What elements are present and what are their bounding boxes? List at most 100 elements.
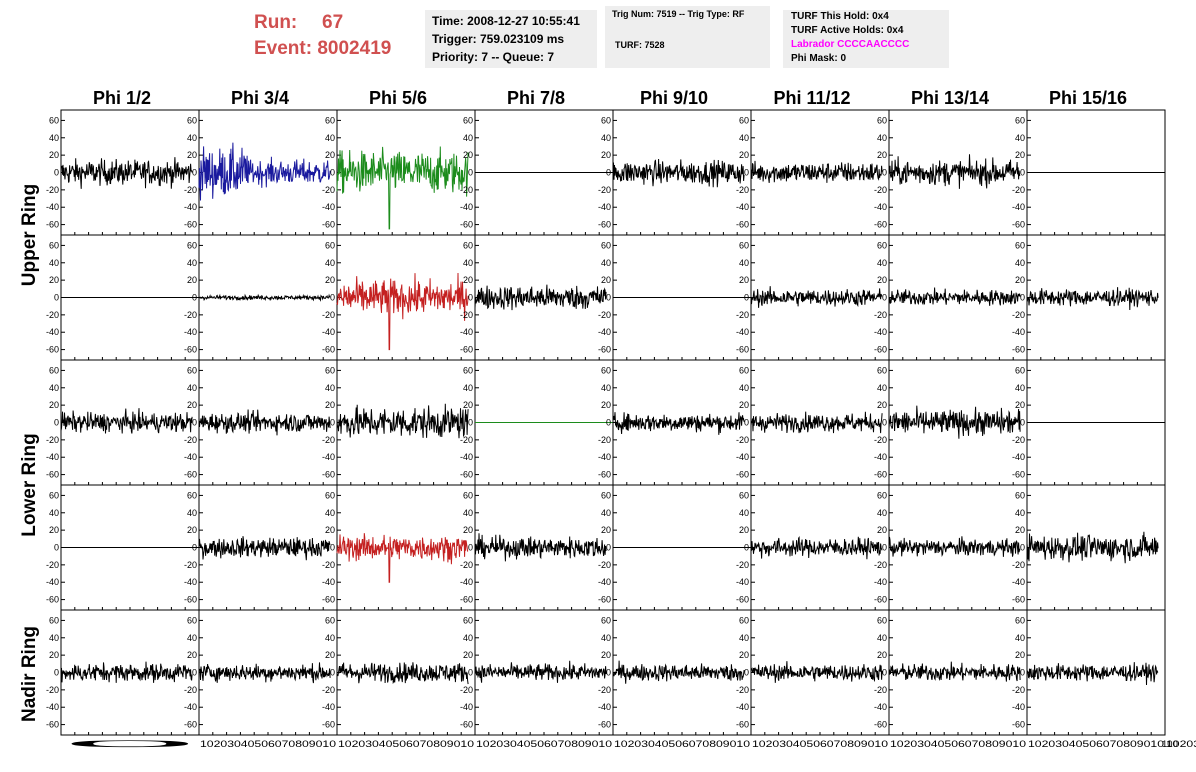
y-tick-label: -20 — [1012, 685, 1025, 695]
waveform-trace — [888, 154, 1021, 189]
y-tick-label: -60 — [46, 720, 59, 730]
y-tick-label: -40 — [598, 202, 611, 212]
run-label: Run: — [254, 12, 298, 33]
y-tick-label: -60 — [322, 720, 335, 730]
waveform-trace — [60, 661, 193, 683]
x-tick-label-row: 10203040506070809010 — [890, 739, 1026, 750]
event-label: Event: — [254, 38, 313, 59]
run-event-box: Run: 67 Event: 8002419 — [254, 10, 391, 62]
turf-num-text: TURF: 7528 — [615, 40, 665, 50]
y-tick-label: -60 — [460, 470, 473, 480]
panel-r0-c6: 60 40 20 0 -20 -40 -60 — [874, 109, 1028, 236]
y-tick-label: 40 — [601, 383, 611, 393]
waveform-trace — [198, 662, 331, 684]
column-header-phi-15-16: Phi 15/16 — [1048, 88, 1128, 108]
y-tick-label: 0 — [330, 168, 335, 178]
y-tick-label: 20 — [325, 650, 335, 660]
y-tick-label: 0 — [606, 543, 611, 553]
y-tick-label: -40 — [460, 202, 473, 212]
y-tick-label: -40 — [1012, 327, 1025, 337]
panel-r0-c4: 60 40 20 0 -20 -40 -60 — [598, 109, 752, 236]
y-tick-label: 60 — [877, 240, 887, 250]
y-tick-label: -20 — [598, 685, 611, 695]
y-tick-label: -60 — [736, 220, 749, 230]
turf-hold-text: TURF This Hold: 0x4 — [791, 11, 889, 22]
y-tick-label: -40 — [874, 452, 887, 462]
y-tick-label: 40 — [601, 133, 611, 143]
y-tick-label: -20 — [184, 560, 197, 570]
trigger-text: Trigger: 759.023109 ms — [432, 32, 565, 46]
waveform-trace — [888, 536, 1021, 558]
y-tick-label: -40 — [46, 202, 59, 212]
y-tick-label: -60 — [874, 345, 887, 355]
y-tick-label: -20 — [1012, 185, 1025, 195]
column-header-phi-13-14: Phi 13/14 — [910, 88, 990, 108]
y-tick-label: 0 — [606, 168, 611, 178]
y-tick-label: -60 — [1012, 720, 1025, 730]
x-tick-label-row: 10203040506070809010 — [1166, 739, 1196, 750]
y-tick-label: -60 — [874, 595, 887, 605]
y-tick-label: -20 — [736, 685, 749, 695]
phi-mask-text: Phi Mask: 0 — [791, 53, 847, 64]
waveform-trace — [1026, 287, 1159, 311]
panel-r3-c6: 60 40 20 0 -20 -40 -60 — [874, 484, 1028, 611]
y-tick-label: 60 — [1015, 240, 1025, 250]
y-tick-label: -20 — [184, 185, 197, 195]
y-tick-label: 0 — [744, 168, 749, 178]
y-tick-label: -20 — [460, 685, 473, 695]
y-tick-label: 0 — [606, 293, 611, 303]
waveform-trace — [1026, 662, 1159, 686]
panel-r3-c1: 60 40 20 0 -20 -40 -60 — [184, 484, 338, 611]
panel-r2-c6: 60 40 20 0 -20 -40 -60 — [874, 359, 1028, 486]
y-tick-label: -60 — [1012, 345, 1025, 355]
x-tick-label-row: 0 — [62, 739, 198, 750]
waveform-trace — [750, 661, 883, 683]
y-tick-label: 20 — [325, 400, 335, 410]
y-tick-label: -60 — [460, 220, 473, 230]
y-tick-label: -60 — [736, 720, 749, 730]
y-tick-label: -40 — [46, 702, 59, 712]
y-tick-label: -60 — [46, 220, 59, 230]
y-tick-label: 40 — [601, 633, 611, 643]
panel-r3-c2: 60 40 20 0 -20 -40 -60 — [322, 484, 476, 611]
y-tick-label: 60 — [877, 365, 887, 375]
y-tick-label: 60 — [463, 240, 473, 250]
event-value: 8002419 — [317, 38, 392, 59]
y-tick-label: 20 — [325, 525, 335, 535]
y-tick-label: -40 — [322, 702, 335, 712]
panel-r1-c6: 60 40 20 0 -20 -40 -60 — [874, 234, 1028, 361]
y-tick-label: 20 — [601, 525, 611, 535]
y-tick-label: 20 — [49, 275, 59, 285]
waveform-trace — [888, 287, 1021, 306]
y-tick-label: -40 — [736, 702, 749, 712]
x-tick-label-row: 10203040506070809010 — [752, 739, 888, 750]
waveform-trace — [888, 405, 1021, 439]
y-tick-label: 60 — [601, 365, 611, 375]
panel-r3-c5: 60 40 20 0 -20 -40 -60 — [736, 484, 890, 611]
time-text: Time: 2008-12-27 10:55:41 — [432, 14, 580, 28]
y-tick-label: 0 — [330, 418, 335, 428]
y-tick-label: 0 — [882, 668, 887, 678]
y-tick-label: 20 — [49, 400, 59, 410]
y-tick-label: -60 — [598, 470, 611, 480]
trig-num-text: Trig Num: 7519 -- Trig Type: RF — [612, 9, 745, 19]
y-tick-label: 40 — [739, 633, 749, 643]
y-tick-label: -60 — [598, 345, 611, 355]
waveform-trace — [750, 160, 883, 183]
y-tick-label: -40 — [598, 702, 611, 712]
y-tick-label: -40 — [1012, 702, 1025, 712]
panel-r1-c4: 60 40 20 0 -20 -40 -60 — [598, 234, 752, 361]
y-tick-label: 0 — [192, 543, 197, 553]
y-tick-label: -20 — [322, 185, 335, 195]
y-tick-label: -40 — [322, 577, 335, 587]
y-tick-label: 60 — [187, 240, 197, 250]
y-tick-label: -60 — [460, 720, 473, 730]
waveform-trace — [474, 284, 607, 311]
waveform-trace — [336, 662, 469, 685]
y-tick-label: 20 — [601, 400, 611, 410]
y-tick-label: 20 — [187, 650, 197, 660]
y-tick-label: 0 — [1020, 543, 1025, 553]
waveform-trace — [612, 158, 745, 188]
y-tick-label: 0 — [330, 668, 335, 678]
waveform-trace — [336, 533, 469, 583]
